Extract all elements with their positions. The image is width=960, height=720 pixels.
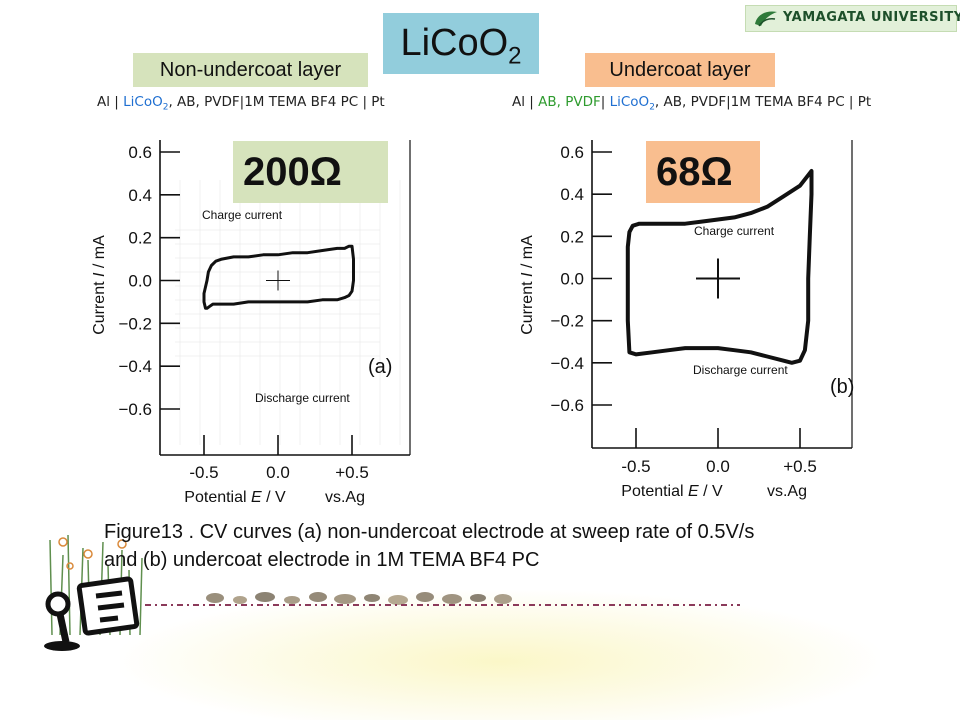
- caption-line-1: Figure13 . CV curves (a) non-undercoat e…: [104, 521, 755, 543]
- signboard-icon: [44, 576, 140, 651]
- y-tick-label: 0.4: [560, 185, 584, 204]
- cv-chart-a: 0.6 0.4 0.2 0.0 −0.2 −0.4 −0.6 -0.5 0.0 +0.5 Poten…: [91, 140, 411, 506]
- university-logo: YAMAGATA UNIVERSITY: [745, 5, 960, 32]
- x-tick-label: +0.5: [335, 463, 369, 482]
- logo-text: YAMAGATA UNIVERSITY: [783, 10, 960, 25]
- title-subscript: 2: [508, 42, 522, 70]
- stack-right-p3: |: [600, 94, 610, 110]
- stack-right-undercoat: AB, PVDF: [538, 94, 601, 110]
- undercoat-tag: Undercoat layer: [585, 53, 775, 87]
- bottom-glow: [120, 590, 880, 720]
- x-axis-title: Potential E / V: [621, 483, 723, 500]
- cell-stack-left: Al | LiCoO2, AB, PVDF|1M TEMA BF4 PC | P…: [97, 94, 385, 114]
- y-axis-title: Current I / mA: [91, 235, 108, 335]
- x-axis-title: Potential E / V: [184, 489, 286, 506]
- decor-illustration: [44, 534, 740, 651]
- y-tick-label: 0.0: [128, 272, 152, 291]
- y-tick-label: −0.6: [118, 400, 152, 419]
- y-tick-label: −0.4: [550, 354, 584, 373]
- y-tick-label: 0.2: [128, 229, 152, 248]
- leaf-icon: [755, 11, 777, 27]
- resistance-left: 200Ω: [233, 141, 388, 203]
- charge-current-label: Charge current: [202, 208, 283, 222]
- y-tick-label: 0.2: [560, 227, 584, 246]
- stack-left-p1: Al |: [97, 94, 124, 110]
- stack-right-sub: 2: [649, 102, 655, 113]
- x-axis-reference: vs.Ag: [767, 483, 807, 500]
- cell-stack-right: Al | AB, PVDF| LiCoO2, AB, PVDF|1M TEMA …: [512, 94, 871, 114]
- stack-right-p1: Al |: [512, 94, 539, 110]
- x-tick-label: 0.0: [706, 457, 730, 476]
- discharge-current-label: Discharge current: [255, 391, 350, 405]
- y-tick-label: −0.2: [118, 314, 152, 333]
- cv-curve: [625, 169, 814, 365]
- stack-right-p6: , AB, PVDF|1M TEMA BF4 PC | Pt: [654, 94, 872, 110]
- x-tick-label: +0.5: [783, 457, 817, 476]
- y-tick-label: 0.4: [128, 186, 152, 205]
- y-tick-label: −0.2: [550, 312, 584, 331]
- y-tick-label: 0.6: [560, 143, 584, 162]
- cv-curve: [202, 244, 355, 310]
- stack-left-licoo: LiCoO: [123, 94, 163, 110]
- stack-left-p4: , AB, PVDF|1M TEMA BF4 PC | Pt: [168, 94, 385, 110]
- y-tick-label: 0.6: [128, 143, 152, 162]
- y-tick-label: 0.0: [560, 270, 584, 289]
- cv-chart-b: 0.6 0.4 0.2 0.0 −0.2 −0.4 −0.6 -0.5 0.0 +0.5 Poten…: [519, 140, 854, 500]
- stack-right-licoo: LiCoO: [609, 94, 650, 110]
- panel-label: (b): [830, 376, 854, 398]
- discharge-current-label: Discharge current: [693, 363, 788, 377]
- x-tick-label: -0.5: [189, 463, 218, 482]
- non-undercoat-tag: Non-undercoat layer: [133, 53, 368, 87]
- caption-line-2: and (b) undercoat electrode in 1M TEMA B…: [104, 549, 540, 571]
- figure-caption: Figure13 . CV curves (a) non-undercoat e…: [104, 518, 924, 574]
- title-main: LiCoO: [400, 22, 509, 64]
- x-axis-reference: vs.Ag: [325, 489, 365, 506]
- slide-title: LiCoO2: [383, 13, 539, 74]
- panel-label: (a): [368, 356, 392, 378]
- x-tick-label: -0.5: [621, 457, 650, 476]
- resistance-right: 68Ω: [646, 141, 760, 203]
- charge-current-label: Charge current: [694, 224, 775, 238]
- pebble-decor: [206, 592, 512, 605]
- x-tick-label: 0.0: [266, 463, 290, 482]
- flower-decor: [58, 537, 127, 570]
- stack-left-sub: 2: [162, 102, 169, 113]
- y-tick-label: −0.6: [550, 396, 584, 415]
- y-axis-title: Current I / mA: [519, 235, 536, 335]
- y-tick-label: −0.4: [118, 357, 152, 376]
